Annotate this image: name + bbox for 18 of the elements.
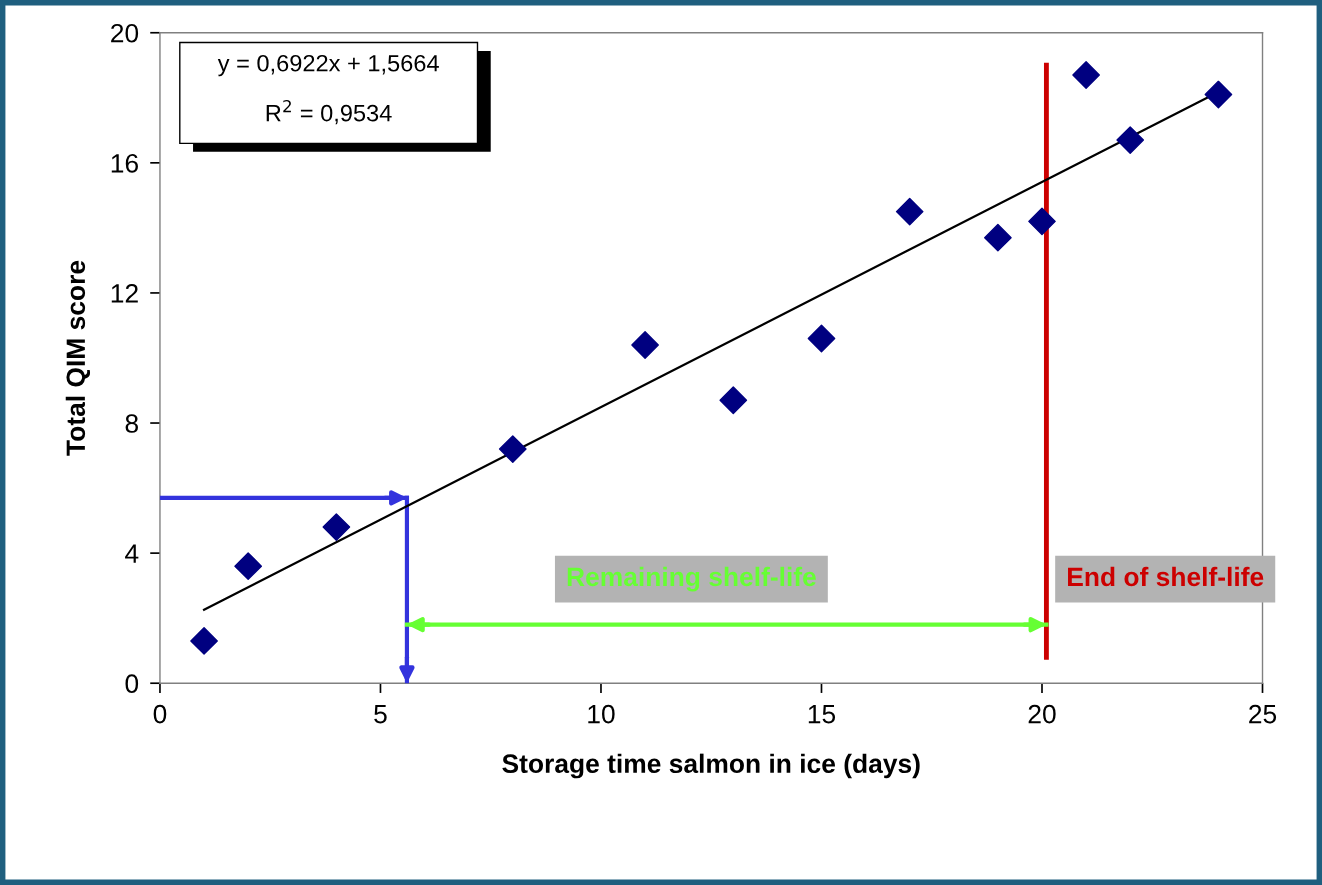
y-tick-label: 20 xyxy=(111,23,139,43)
y-tick-label: 4 xyxy=(125,544,139,563)
y-axis-title: Total QIM score xyxy=(65,260,91,456)
x-tick-label: 10 xyxy=(588,704,615,724)
ref-line-label: End of shelf-life xyxy=(1068,566,1264,587)
annotation: y = 0,6922x + 1,5664 xyxy=(217,54,439,77)
x-tick-label: 0 xyxy=(153,704,167,724)
x-tick-label: 20 xyxy=(1028,704,1056,724)
x-axis-title: Storage time salmon in ice (days) xyxy=(502,753,920,779)
y-tick-label: 12 xyxy=(111,284,138,303)
x-tick-label: 15 xyxy=(808,705,836,724)
y-tick-label: 16 xyxy=(111,153,138,173)
annotation: R$^{2}$ = 0,9534 xyxy=(266,99,392,125)
y-tick-label: 0 xyxy=(125,674,139,694)
x-tick-label: 5 xyxy=(374,705,387,724)
series-label: Remaining shelf-life xyxy=(567,566,816,592)
y-tick-label: 8 xyxy=(125,414,138,433)
x-tick-label: 25 xyxy=(1249,704,1277,724)
